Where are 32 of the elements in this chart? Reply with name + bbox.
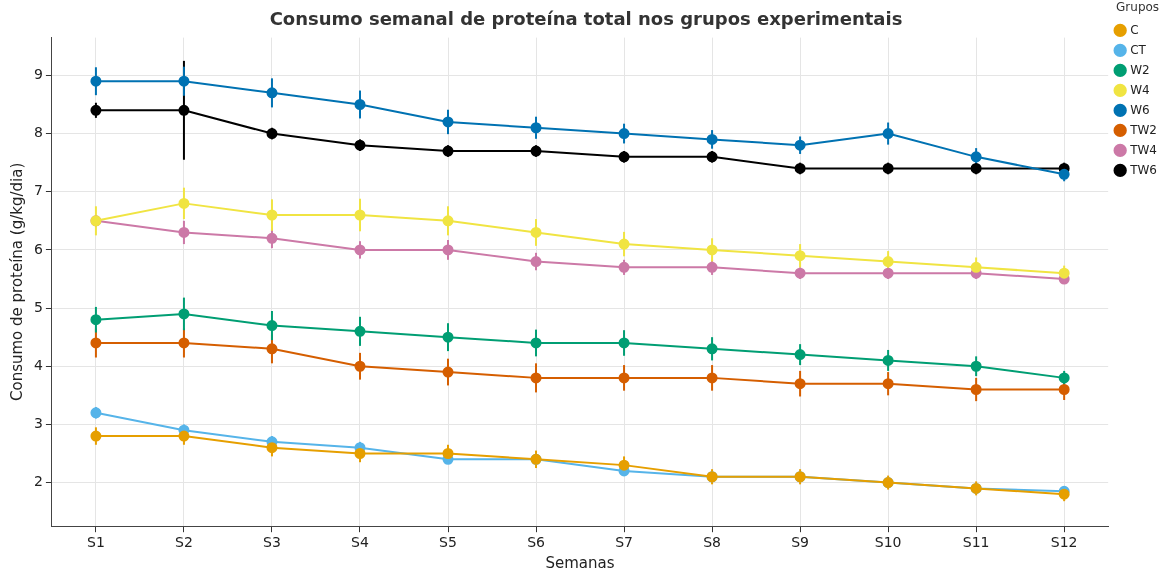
legend-label: TW6 xyxy=(1129,162,1158,177)
x-tick-label: S7 xyxy=(615,534,633,551)
y-axis-title: Consumo de proteína (g/kg/dia) xyxy=(7,162,26,402)
y-tick-label: 4 xyxy=(33,356,43,373)
legend-label: CT xyxy=(1130,42,1147,57)
x-tick-label: S3 xyxy=(263,534,281,551)
x-tick-label: S9 xyxy=(791,534,809,551)
x-tick-label: S10 xyxy=(874,534,902,551)
x-tick-label: S11 xyxy=(962,534,990,551)
legend-title: Grupos xyxy=(1116,0,1160,15)
x-tick-label: S12 xyxy=(1050,534,1078,551)
legend-label: TW2 xyxy=(1129,122,1158,137)
y-tick-label: 9 xyxy=(33,66,43,83)
x-tick-label: S2 xyxy=(175,534,193,551)
legend-label: W4 xyxy=(1130,82,1150,97)
legend-label: W6 xyxy=(1130,102,1150,117)
chart-title: Consumo semanal de proteína total nos grupos experimentais xyxy=(269,8,903,30)
legend-label: C xyxy=(1130,22,1139,37)
x-tick-label: S6 xyxy=(527,534,546,551)
legend-label: W2 xyxy=(1130,62,1150,77)
y-tick-label: 8 xyxy=(33,124,43,141)
x-tick-label: S4 xyxy=(351,534,369,551)
y-tick-label: 6 xyxy=(33,240,43,257)
y-tick-label: 2 xyxy=(33,473,43,490)
legend-label: TW4 xyxy=(1129,142,1158,157)
x-tick-label: S5 xyxy=(439,534,457,551)
x-axis-title: Semanas xyxy=(545,553,615,572)
y-tick-label: 7 xyxy=(33,182,43,199)
x-tick-label: S1 xyxy=(87,534,105,551)
y-tick-label: 5 xyxy=(33,298,43,315)
x-tick-label: S8 xyxy=(703,534,721,551)
y-tick-label: 3 xyxy=(33,415,43,432)
